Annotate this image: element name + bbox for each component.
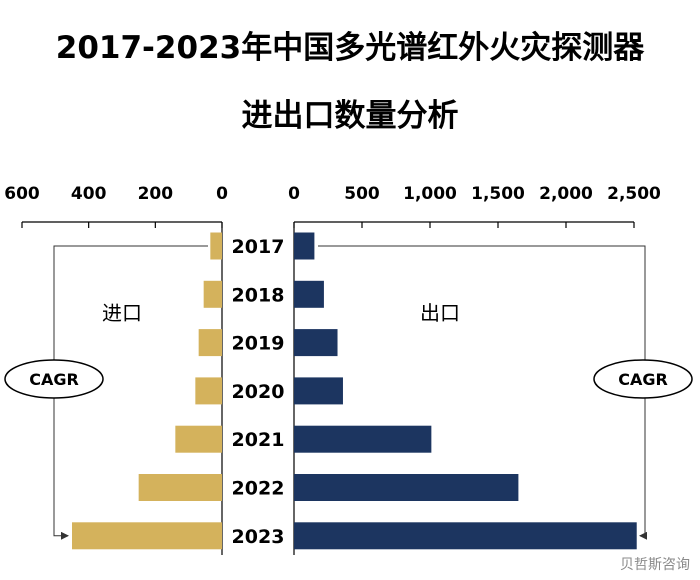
import-cagr-bracket-bottom	[53, 398, 69, 540]
export-cagr-bracket-top	[318, 245, 646, 360]
export-series-label: 出口	[420, 301, 460, 325]
year-label: 2017	[232, 236, 285, 258]
export-bar	[294, 522, 637, 550]
export-bar	[294, 377, 343, 405]
export-bar	[294, 280, 324, 308]
import-cagr-label: CAGR	[29, 370, 79, 389]
import-bar	[175, 425, 222, 453]
export-bar	[294, 474, 519, 501]
export-bar	[294, 232, 315, 260]
chart-title-line1: 2017-2023年中国多光谱红外火灾探测器	[55, 30, 645, 66]
export-cagr-ellipse	[593, 359, 693, 399]
export-axis-tick-label: 2,500	[607, 184, 661, 204]
export-bar	[294, 425, 432, 453]
watermark-text: 贝哲斯咨询	[620, 557, 690, 573]
export-axis-tick-label: 2,000	[539, 184, 593, 204]
import-bar	[138, 474, 222, 501]
year-label: 2019	[232, 333, 285, 355]
export-cagr-label: CAGR	[618, 370, 668, 389]
import-bar	[203, 280, 222, 308]
import-cagr-bracket-top	[53, 245, 208, 360]
year-label: 2022	[232, 478, 285, 500]
import-bar	[195, 377, 222, 405]
chart-title-line2: 进出口数量分析	[241, 98, 459, 134]
import-series-label: 进口	[102, 301, 142, 325]
export-axis-tick-label: 0	[288, 184, 300, 204]
import-axis-tick-label: 400	[71, 184, 107, 204]
export-axis-tick-label: 500	[344, 184, 380, 204]
import-bar	[198, 329, 222, 357]
import-bar	[72, 522, 222, 550]
year-label: 2018	[232, 284, 285, 306]
year-label: 2020	[232, 381, 285, 403]
import-bar	[210, 232, 222, 260]
import-axis-tick-label: 600	[4, 184, 40, 204]
export-cagr-bracket-bottom	[639, 398, 647, 540]
year-label: 2023	[232, 526, 285, 548]
export-axis-tick-label: 1,500	[471, 184, 525, 204]
import-cagr-ellipse	[4, 359, 104, 399]
export-axis-tick-label: 1,000	[403, 184, 457, 204]
year-label: 2021	[232, 429, 285, 451]
import-axis-tick-label: 200	[138, 184, 174, 204]
export-bar	[294, 329, 338, 357]
import-axis-tick-label: 0	[216, 184, 228, 204]
